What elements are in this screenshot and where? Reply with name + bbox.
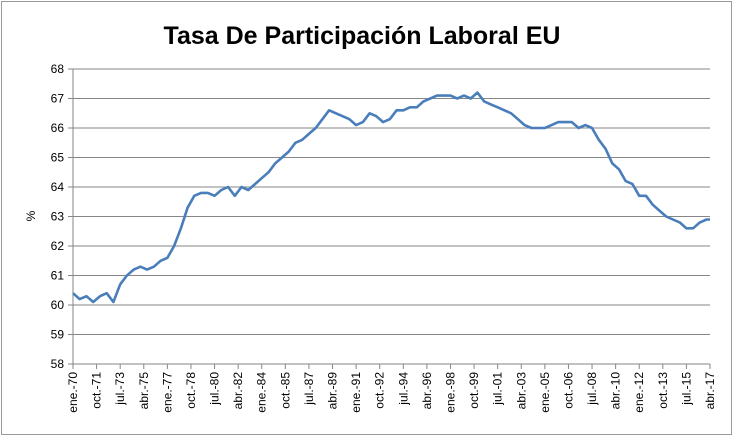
y-tick-label: 61 — [51, 269, 65, 283]
x-tick-label: jul.-80 — [208, 372, 222, 406]
x-tick-label: oct.-85 — [278, 372, 292, 409]
x-tick-label: abr.-10 — [609, 372, 623, 410]
y-tick-label: 67 — [51, 92, 65, 106]
y-tick-label: 60 — [51, 298, 65, 312]
x-tick-label: jul.-87 — [302, 372, 316, 406]
x-tick-label: ene.-05 — [538, 372, 552, 413]
x-tick-label: ene.-84 — [255, 372, 269, 413]
x-tick-label: abr.-17 — [703, 372, 717, 410]
x-tick-label: ene.-91 — [349, 372, 363, 413]
y-tick-label: 63 — [51, 210, 65, 224]
x-tick-label: abr.-82 — [231, 372, 245, 410]
y-tick-label: 64 — [51, 180, 65, 194]
x-tick-label: abr.-03 — [514, 372, 528, 410]
gridlines — [73, 68, 710, 365]
x-tick-label: abr.-75 — [137, 372, 151, 410]
series-line — [72, 91, 710, 304]
x-tick-label: ene.-70 — [66, 372, 80, 413]
x-axis-ticks: ene.-70 oct.-71 jul.-73 abr.-75 ene.-77 oct.-… — [66, 364, 717, 413]
x-tick-label: jul.-08 — [585, 372, 599, 406]
y-tick-label: 68 — [51, 62, 65, 76]
x-tick-label: oct.-71 — [90, 372, 104, 409]
x-tick-label: ene.-12 — [632, 372, 646, 413]
y-tick-label: 59 — [51, 328, 65, 342]
x-tick-label: ene.-77 — [160, 372, 174, 413]
axes — [72, 69, 710, 365]
x-tick-label: jul.-15 — [679, 372, 693, 406]
y-axis-label: % — [24, 210, 38, 221]
y-tick-label: 65 — [51, 151, 65, 165]
y-tick-label: 62 — [51, 239, 65, 253]
x-tick-label: oct.-99 — [467, 372, 481, 409]
x-tick-label: oct.-92 — [373, 372, 387, 409]
x-tick-label: oct.-06 — [561, 372, 575, 409]
x-tick-label: oct.-78 — [184, 372, 198, 409]
y-tick-label: 66 — [51, 121, 65, 135]
x-tick-label: abr.-89 — [326, 372, 340, 410]
x-tick-label: abr.-96 — [420, 372, 434, 410]
x-tick-label: jul.-01 — [491, 372, 505, 406]
x-tick-label: jul.-94 — [396, 372, 410, 406]
y-tick-label: 58 — [51, 357, 65, 371]
chart-title: Tasa De Participación Laboral EU — [164, 22, 561, 50]
x-tick-label: oct.-13 — [656, 372, 670, 409]
x-tick-label: jul.-73 — [113, 372, 127, 406]
x-tick-label: ene.-98 — [443, 372, 457, 413]
y-axis-ticks: 58 59 60 61 62 63 64 65 66 67 68 — [51, 62, 73, 371]
